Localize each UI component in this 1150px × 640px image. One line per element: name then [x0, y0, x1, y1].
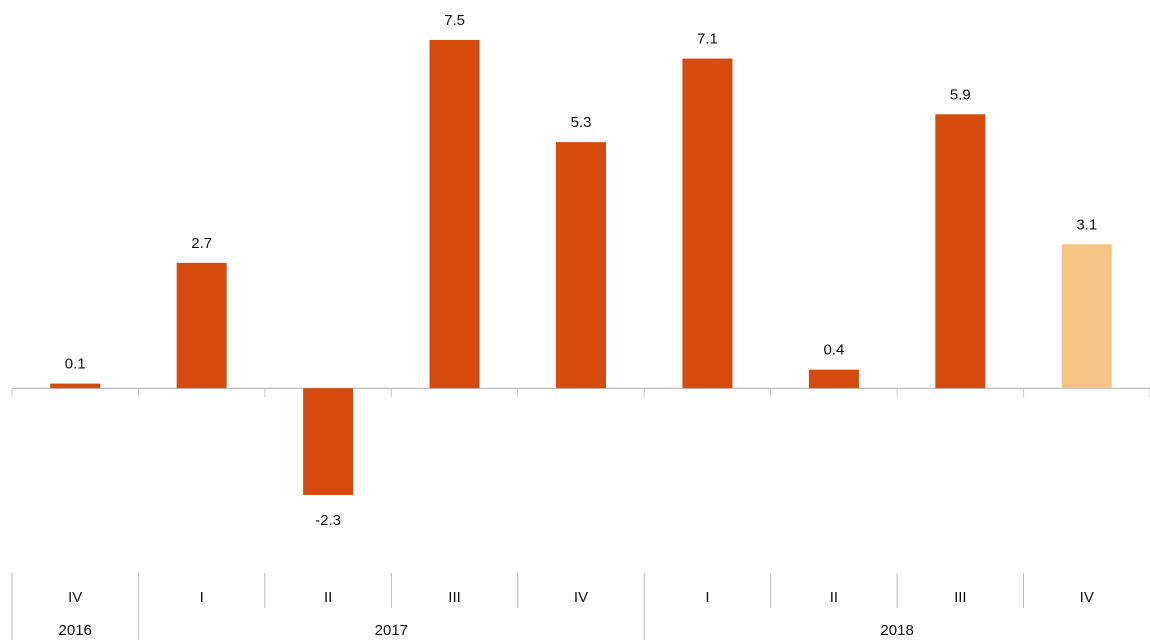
value-label: 7.1	[697, 31, 718, 48]
x-tick-label: IV	[1080, 589, 1094, 606]
value-label: -2.3	[315, 512, 341, 529]
x-tick-label: IV	[68, 589, 82, 606]
bar	[935, 114, 986, 389]
x-tick-label: II	[324, 589, 332, 606]
x-tick-label: I	[705, 589, 709, 606]
group-label: 2017	[375, 622, 408, 639]
x-tick-label: III	[954, 589, 967, 606]
value-label: 0.4	[823, 342, 844, 359]
group-label: 2018	[880, 622, 913, 639]
bar	[682, 58, 733, 389]
x-tick-label: III	[448, 589, 461, 606]
bar	[50, 383, 101, 389]
x-tick-label: IV	[574, 589, 588, 606]
bar	[176, 262, 227, 389]
bar	[1061, 244, 1112, 389]
bar	[303, 388, 354, 495]
group-label: 2016	[59, 622, 92, 639]
bar	[808, 369, 859, 389]
value-label: 5.9	[950, 86, 971, 103]
x-tick-label: II	[830, 589, 838, 606]
bar	[556, 142, 606, 389]
value-label: 0.1	[65, 356, 86, 373]
value-label: 7.5	[444, 12, 465, 29]
value-label: 3.1	[1076, 216, 1097, 233]
x-tick-label: I	[200, 589, 204, 606]
value-label: 2.7	[191, 235, 212, 252]
value-label: 5.3	[571, 114, 592, 131]
bar	[429, 40, 480, 389]
